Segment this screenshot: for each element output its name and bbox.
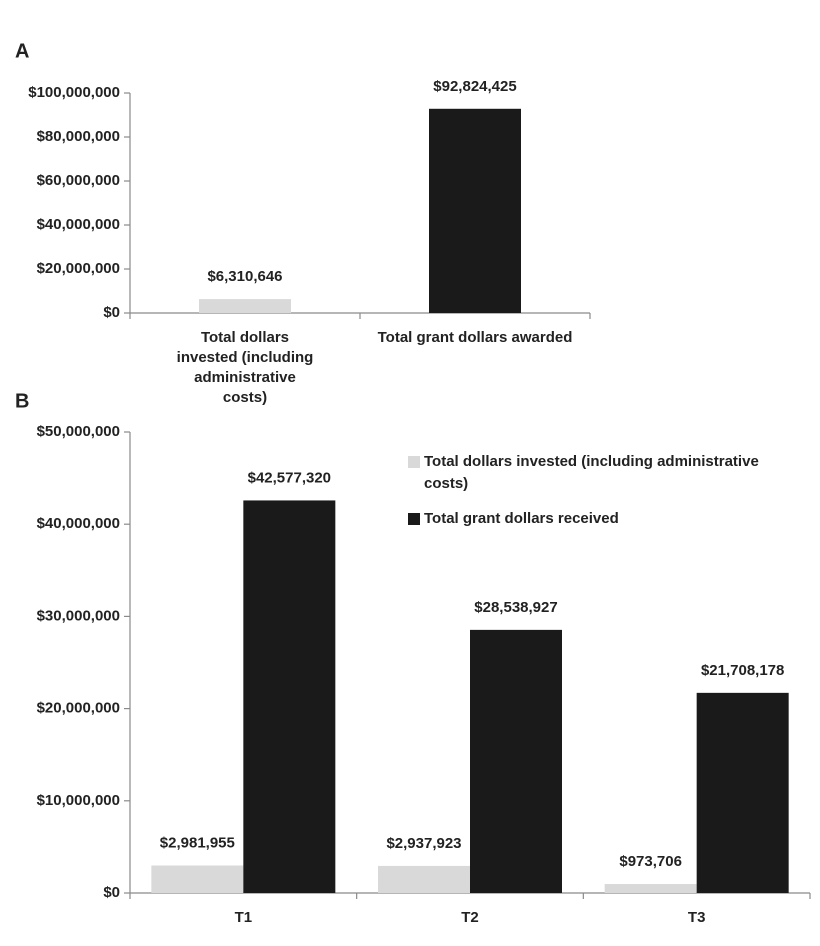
value-label: $92,824,425: [433, 78, 516, 95]
panel-label: A: [15, 40, 29, 62]
legend-swatch: [408, 456, 420, 468]
x-tick-label: Total dollars invested (including administ…: [177, 329, 314, 406]
x-tick-label: T1: [235, 909, 253, 926]
value-label: $6,310,646: [207, 268, 282, 285]
legend-swatch: [408, 513, 420, 525]
y-tick-label: $10,000,000: [37, 792, 120, 809]
bar: [243, 500, 336, 893]
y-tick-label: $0: [103, 884, 120, 901]
y-tick-label: $40,000,000: [37, 515, 120, 532]
y-tick-label: $80,000,000: [37, 128, 120, 145]
bar: [696, 692, 789, 893]
y-tick-label: $60,000,000: [37, 172, 120, 189]
x-tick-label: T3: [688, 909, 706, 926]
panel-label: B: [15, 390, 29, 412]
y-tick-label: $40,000,000: [37, 216, 120, 233]
bar: [470, 629, 562, 893]
x-tick-label: Total grant dollars awarded: [378, 329, 573, 346]
legend-label: Total grant dollars received: [424, 510, 619, 527]
y-tick-label: $100,000,000: [28, 84, 120, 101]
y-tick-label: $50,000,000: [37, 423, 120, 440]
y-tick-label: $20,000,000: [37, 700, 120, 717]
bar: [604, 884, 697, 893]
y-tick-label: $20,000,000: [37, 260, 120, 277]
bar: [151, 865, 244, 893]
x-tick-label: T2: [461, 909, 479, 926]
y-tick-label: $0: [103, 304, 120, 321]
value-label: $21,708,178: [701, 662, 784, 679]
bar: [378, 865, 470, 893]
legend-label: Total dollars invested (including admini…: [424, 453, 759, 492]
value-label: $28,538,927: [474, 599, 557, 616]
value-label: $973,706: [619, 853, 682, 870]
y-tick-label: $30,000,000: [37, 607, 120, 624]
value-label: $2,937,923: [386, 835, 461, 852]
bar: [429, 108, 521, 314]
bar: [199, 299, 291, 313]
value-label: $42,577,320: [248, 469, 331, 486]
value-label: $2,981,955: [160, 834, 235, 851]
